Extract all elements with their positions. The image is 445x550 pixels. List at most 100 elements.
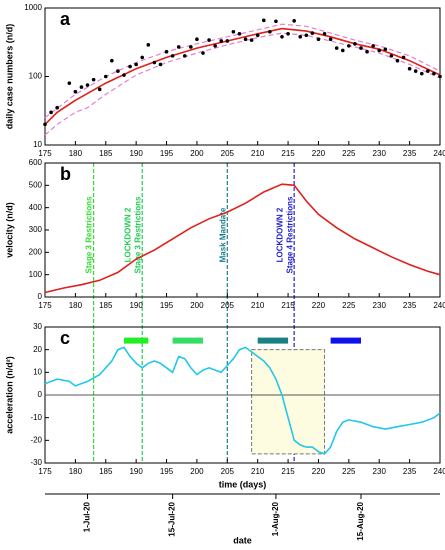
data-point	[413, 69, 418, 73]
x-tick-label: 220	[312, 149, 326, 158]
data-point	[103, 74, 108, 79]
data-point	[128, 64, 132, 69]
x-tick-label: 175	[38, 301, 52, 310]
x-tick-label: 235	[403, 301, 417, 310]
x-tick-label: 210	[251, 149, 265, 158]
y-axis-label: daily case numbers (n/d)	[4, 24, 14, 130]
x-tick-label: 195	[160, 467, 174, 476]
y-tick-label: 300	[29, 225, 43, 234]
date-axis-label: date	[233, 535, 252, 545]
data-point	[97, 87, 102, 92]
data-point	[219, 39, 224, 43]
data-point	[231, 29, 236, 34]
x-tick-label: 235	[403, 467, 417, 476]
data-point	[182, 54, 187, 58]
data-point	[371, 44, 375, 48]
date-tick-label: 1-Jul-20	[83, 501, 92, 532]
plot-frame	[44, 162, 441, 298]
data-point	[237, 32, 242, 36]
y-tick-label: 0	[38, 292, 43, 301]
data-point	[426, 69, 430, 73]
x-tick-label: 215	[281, 149, 295, 158]
x-axis-label: time (days)	[219, 479, 267, 489]
y-tick-label: -30	[30, 458, 42, 467]
interval-bar	[330, 337, 361, 344]
data-point	[243, 37, 248, 42]
y-tick-label: 500	[29, 180, 43, 189]
y-tick-label: 600	[29, 158, 43, 167]
x-tick-label: 180	[69, 149, 83, 158]
data-point	[359, 46, 363, 50]
band-line	[44, 32, 441, 136]
x-tick-label: 230	[373, 301, 387, 310]
y-tick-label: 10	[33, 367, 42, 376]
x-tick-label: 180	[69, 467, 83, 476]
x-tick-label: 215	[281, 301, 295, 310]
x-tick-label: 225	[342, 467, 356, 476]
data-point	[116, 69, 120, 73]
data-point	[55, 105, 59, 110]
data-point	[164, 49, 169, 54]
data-point	[152, 60, 157, 65]
x-tick-label: 175	[38, 467, 52, 476]
x-tick-label: 185	[99, 149, 113, 158]
data-point	[146, 43, 151, 47]
x-tick-label: 190	[129, 467, 143, 476]
date-tick-label: 15-Jul-20	[168, 501, 177, 536]
x-tick-label: 225	[342, 149, 356, 158]
x-tick-label: 235	[403, 149, 417, 158]
data-point	[261, 18, 266, 23]
date-tick-label: 15-Aug-20	[356, 501, 365, 540]
interval-bar	[172, 337, 203, 344]
y-tick-label: 100	[29, 72, 43, 81]
data-point	[91, 77, 96, 82]
data-line	[44, 346, 441, 455]
x-tick-label: 220	[312, 301, 326, 310]
x-tick-label: 195	[160, 149, 174, 158]
data-point	[280, 34, 284, 39]
x-tick-label: 240	[433, 301, 445, 310]
panel-letter: b	[60, 164, 71, 184]
data-point	[304, 33, 309, 38]
data-point	[195, 37, 199, 42]
y-tick-label: 30	[33, 322, 42, 331]
data-point	[134, 62, 138, 67]
x-tick-label: 190	[129, 301, 143, 310]
data-point	[274, 19, 278, 24]
x-tick-label: 200	[190, 149, 204, 158]
data-point	[43, 122, 47, 127]
data-point	[201, 51, 205, 55]
x-tick-label: 240	[433, 467, 445, 476]
data-point	[213, 44, 217, 48]
data-point	[407, 66, 412, 71]
data-point	[67, 81, 72, 85]
data-point	[140, 55, 145, 60]
event-label: Mask Mandate	[218, 207, 227, 262]
x-tick-label: 200	[190, 467, 204, 476]
panel-letter: a	[60, 9, 71, 29]
interval-bar	[257, 337, 289, 344]
y-axis-label: acceleration (n/d²)	[4, 356, 14, 434]
band-line	[44, 23, 441, 119]
x-tick-label: 190	[129, 149, 143, 158]
highlight-box	[251, 349, 326, 455]
data-point	[79, 85, 84, 89]
x-tick-label: 180	[69, 301, 83, 310]
data-point	[249, 38, 254, 42]
data-point	[122, 73, 126, 77]
event-label: Stage 3 Restrictions	[85, 196, 94, 273]
x-tick-label: 210	[251, 301, 265, 310]
x-tick-label: 185	[99, 467, 113, 476]
x-tick-label: 175	[38, 149, 52, 158]
data-point	[377, 48, 382, 53]
event-label: Stage 3 Restrictions	[133, 196, 142, 273]
x-tick-label: 185	[99, 301, 113, 310]
x-tick-label: 230	[373, 467, 387, 476]
y-tick-label: 0	[38, 390, 43, 399]
data-point	[310, 31, 315, 35]
interval-bar	[124, 337, 149, 344]
data-line	[44, 27, 441, 125]
y-axis-label: velocity (n/d)	[4, 202, 14, 258]
data-point	[225, 39, 230, 43]
data-point	[432, 71, 436, 76]
